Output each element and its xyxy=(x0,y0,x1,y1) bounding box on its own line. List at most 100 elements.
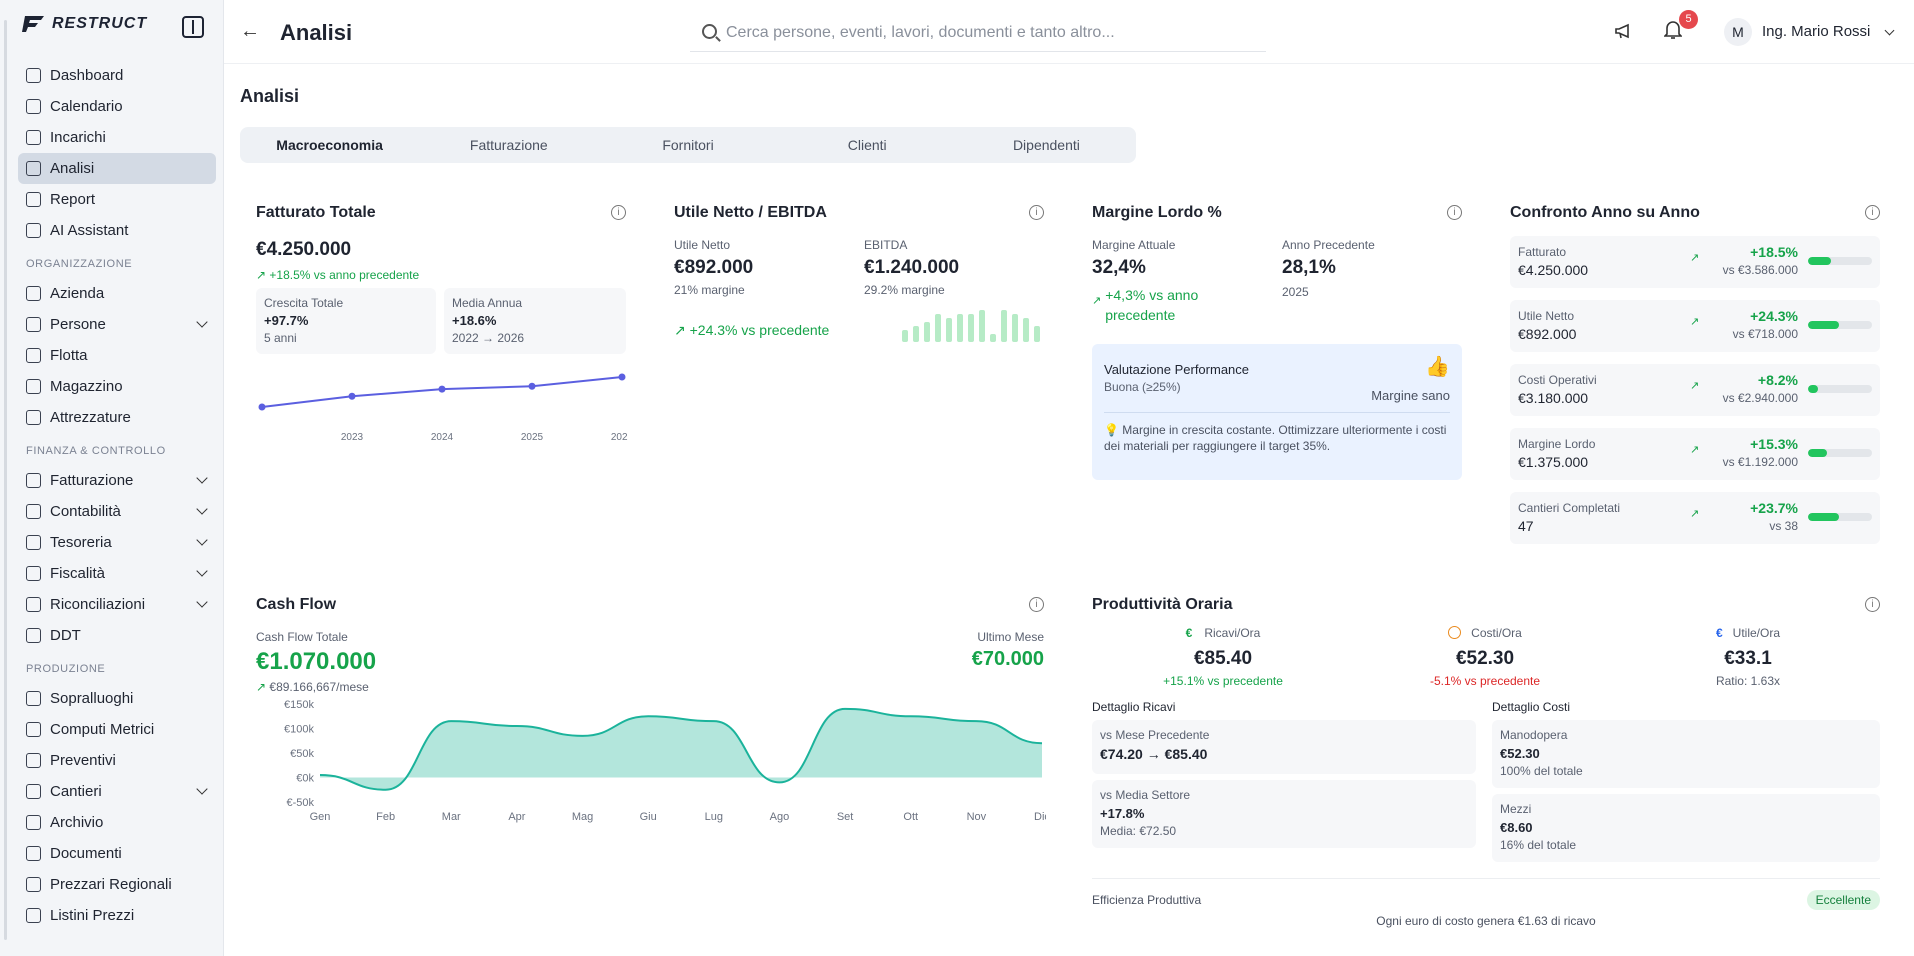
sidebar-item-dashboard[interactable]: Dashboard xyxy=(18,60,216,91)
utile-ora-label-text: Utile/Ora xyxy=(1732,626,1781,640)
sidebar-item-tesoreria[interactable]: Tesoreria xyxy=(18,527,216,558)
info-icon[interactable]: i xyxy=(1865,597,1880,612)
chevron-down-icon[interactable] xyxy=(196,472,208,484)
sidebar-item-label: Tesoreria xyxy=(50,534,112,551)
utile-ora-block: € Utile/Ora €33.1 Ratio: 1.63x xyxy=(1616,626,1880,688)
media-sub: 2022 → 2026 xyxy=(452,331,525,345)
avatar[interactable]: M xyxy=(1724,18,1752,46)
sidebar-item-label: Documenti xyxy=(50,845,122,862)
sidebar-item-analisi[interactable]: Analisi xyxy=(18,153,216,184)
sidebar-item-riconciliazioni[interactable]: Riconciliazioni xyxy=(18,589,216,620)
card-utile-ebitda: Utile Netto / EBITDA i Utile Netto €892.… xyxy=(674,204,1044,504)
clipboard-icon xyxy=(26,130,41,145)
sidebar-item-azienda[interactable]: Azienda xyxy=(18,278,216,309)
info-icon[interactable]: i xyxy=(1029,205,1044,220)
yoy-prev: vs 38 xyxy=(1769,519,1798,533)
chevron-down-icon[interactable] xyxy=(196,503,208,515)
chevron-down-icon[interactable] xyxy=(1884,25,1895,36)
sidebar-item-calendario[interactable]: Calendario xyxy=(18,91,216,122)
sidebar-item-attrezzature[interactable]: Attrezzature xyxy=(18,402,216,433)
ebitda-mini-bars xyxy=(902,310,1040,342)
tab-fatturazione[interactable]: Fatturazione xyxy=(469,137,548,153)
sidebar-item-preventivi[interactable]: Preventivi xyxy=(18,745,216,776)
sidebar-item-documenti[interactable]: Documenti xyxy=(18,838,216,869)
fatturato-x-tick: 2024 xyxy=(431,432,454,443)
document-icon xyxy=(26,691,41,706)
calculator-icon xyxy=(26,504,41,519)
cf-last-label: Ultimo Mese xyxy=(977,630,1044,644)
yoy-value: €1.375.000 xyxy=(1518,454,1589,470)
tab-macroeconomia[interactable]: Macroeconomia xyxy=(276,137,383,153)
sidebar-item-flotta[interactable]: Flotta xyxy=(18,340,216,371)
sidebar-item-listini-prezzi[interactable]: Listini Prezzi xyxy=(18,900,216,931)
sidebar-section-title: FINANZA & CONTROLLO xyxy=(26,445,166,457)
info-icon[interactable]: i xyxy=(1865,205,1880,220)
sidebar-scrollbar[interactable] xyxy=(4,20,7,940)
robot-icon xyxy=(26,223,41,238)
lightbulb-icon: 💡 xyxy=(1104,423,1119,437)
sidebar-item-archivio[interactable]: Archivio xyxy=(18,807,216,838)
sidebar-item-persone[interactable]: Persone xyxy=(18,309,216,340)
eff-note: Ogni euro di costo genera €1.63 di ricav… xyxy=(1376,914,1596,928)
sidebar-collapse-icon[interactable] xyxy=(182,16,204,38)
attuale-change-text: +4,3% vs anno precedente xyxy=(1105,287,1199,323)
sidebar-item-label: Archivio xyxy=(50,814,104,831)
dc1-label: Manodopera xyxy=(1500,728,1568,742)
back-arrow-icon[interactable]: ← xyxy=(240,20,260,42)
truck-icon xyxy=(26,348,41,363)
chevron-down-icon[interactable] xyxy=(196,596,208,608)
cf-x-tick: Giu xyxy=(640,811,657,823)
sidebar-item-label: Calendario xyxy=(50,98,123,115)
sidebar-item-computi-metrici[interactable]: Computi Metrici xyxy=(18,714,216,745)
crescita-label: Crescita Totale xyxy=(264,296,344,310)
brand-logo[interactable]: RESTRUCT xyxy=(22,14,212,34)
user-name[interactable]: Ing. Mario Rossi xyxy=(1762,23,1871,40)
sidebar-item-contabilit-[interactable]: Contabilità xyxy=(18,496,216,527)
yoy-value: €4.250.000 xyxy=(1518,262,1589,278)
bell-icon[interactable] xyxy=(1663,20,1683,46)
chevron-down-icon[interactable] xyxy=(196,783,208,795)
sidebar-item-incarichi[interactable]: Incarichi xyxy=(18,122,216,153)
info-icon[interactable]: i xyxy=(611,205,626,220)
dr1-value: €74.20 → €85.40 xyxy=(1100,746,1208,762)
sidebar-item-ddt[interactable]: DDT xyxy=(18,620,216,651)
cf-x-tick: Lug xyxy=(705,811,723,823)
ricavi-ora-label: € Ricavi/Ora xyxy=(1092,626,1354,640)
tab-clienti[interactable]: Clienti xyxy=(847,137,887,153)
chevron-down-icon[interactable] xyxy=(196,534,208,546)
sidebar-item-fatturazione[interactable]: Fatturazione xyxy=(18,465,216,496)
sidebar-item-report[interactable]: Report xyxy=(18,184,216,215)
list-icon xyxy=(26,908,41,923)
dettaglio-costi-manodopera: Manodopera €52.30 100% del totale xyxy=(1492,720,1880,788)
crane-icon xyxy=(26,784,41,799)
ebitda-block: EBITDA €1.240.000 29.2% margine xyxy=(864,238,959,297)
trend-up-icon: ↗ xyxy=(1690,380,1700,392)
tab-dipendenti[interactable]: Dipendenti xyxy=(1012,137,1080,153)
sidebar-item-label: DDT xyxy=(50,627,81,644)
sidebar-item-cantieri[interactable]: Cantieri xyxy=(18,776,216,807)
building-icon xyxy=(26,286,41,301)
ebitda-bar xyxy=(1001,310,1007,342)
ricavi-ora-block: € Ricavi/Ora €85.40 +15.1% vs precedente xyxy=(1092,626,1354,688)
fatturato-change-text: +18.5% vs anno precedente xyxy=(269,268,420,282)
dc2-label: Mezzi xyxy=(1500,802,1532,816)
sidebar-item-label: Attrezzature xyxy=(50,409,131,426)
info-icon[interactable]: i xyxy=(1447,205,1462,220)
search-input[interactable] xyxy=(726,20,1246,46)
ebitda-value: €1.240.000 xyxy=(864,257,960,278)
sidebar-item-fiscalit-[interactable]: Fiscalità xyxy=(18,558,216,589)
sidebar-item-magazzino[interactable]: Magazzino xyxy=(18,371,216,402)
yoy-row: Utile Netto €892.000 ↗ +24.3% vs €718.000 xyxy=(1510,300,1880,352)
sidebar-item-sopralluoghi[interactable]: Sopralluoghi xyxy=(18,683,216,714)
users-icon xyxy=(26,317,41,332)
chevron-down-icon[interactable] xyxy=(196,316,208,328)
card-title: Cash Flow xyxy=(256,596,337,613)
ebitda-bar xyxy=(913,326,919,342)
tab-fornitori[interactable]: Fornitori xyxy=(662,137,714,153)
sidebar-item-ai-assistant[interactable]: AI Assistant xyxy=(18,215,216,246)
chevron-down-icon[interactable] xyxy=(196,565,208,577)
sidebar-item-prezzari-regionali[interactable]: Prezzari Regionali xyxy=(18,869,216,900)
megaphone-icon[interactable] xyxy=(1614,22,1634,45)
cf-area xyxy=(320,708,1042,790)
info-icon[interactable]: i xyxy=(1029,597,1044,612)
